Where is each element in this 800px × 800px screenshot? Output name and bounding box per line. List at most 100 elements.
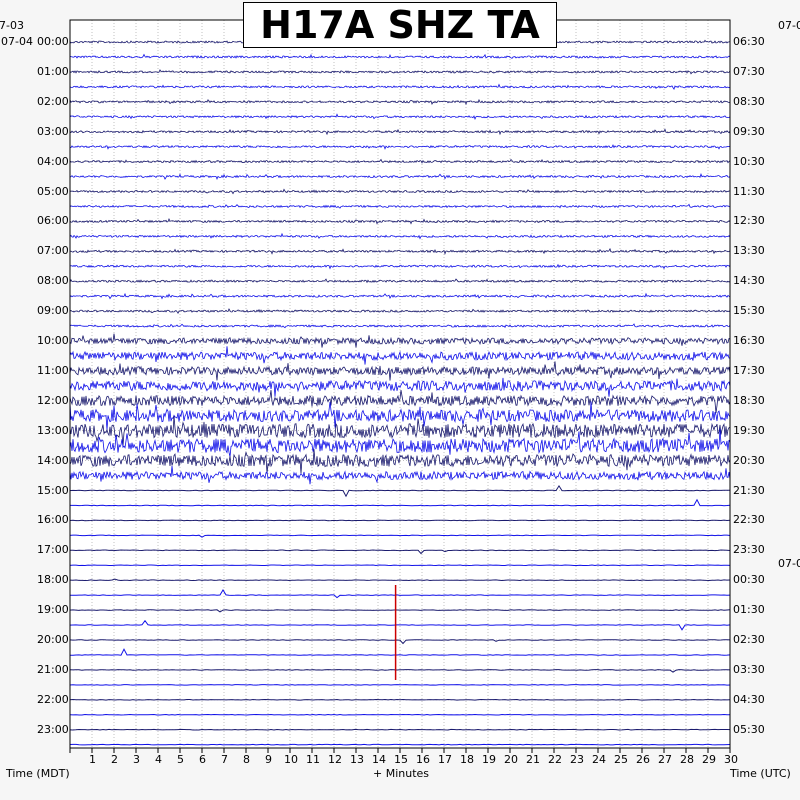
trace-row	[69, 158, 731, 164]
x-label-right: Time (UTC)	[730, 767, 791, 780]
trace-row	[69, 346, 731, 365]
left-date-top: 07-03	[0, 19, 24, 32]
right-hour-label: 21:30	[733, 483, 765, 497]
right-date-top: 07-0	[778, 19, 800, 32]
x-tick-label: 20	[504, 753, 518, 766]
right-hour-label: 08:30	[733, 94, 765, 108]
trace-row	[69, 639, 731, 645]
trace-row	[69, 684, 731, 686]
left-hour-label: 22:00	[37, 692, 69, 706]
trace-row	[69, 728, 731, 731]
trace-row	[69, 292, 731, 300]
left-hour-label: 16:00	[37, 513, 69, 527]
trace-row	[69, 98, 731, 106]
x-tick-label: 23	[570, 753, 584, 766]
x-tick-label: 16	[416, 753, 430, 766]
left-hour-label: 00:00	[37, 35, 69, 48]
x-tick-label: 4	[155, 753, 162, 766]
trace-row	[69, 323, 731, 329]
trace-row	[69, 609, 731, 613]
left-hour-label: 21:00	[37, 662, 69, 676]
x-tick-label: 7	[221, 753, 228, 766]
trace-row	[69, 263, 731, 270]
right-hour-label: 12:30	[733, 214, 765, 228]
trace-row	[69, 278, 731, 284]
x-tick-label: 15	[394, 753, 408, 766]
trace-row	[69, 578, 731, 582]
right-hour-label: 10:30	[733, 154, 765, 168]
trace-row	[69, 390, 731, 414]
x-label-left: Time (MDT)	[6, 767, 70, 780]
x-tick-label: 21	[526, 753, 540, 766]
left-hour-label: 06:00	[37, 214, 69, 228]
x-tick-label: 13	[350, 753, 364, 766]
left-hour-label: 14:00	[37, 453, 69, 467]
x-tick-label: 18	[460, 753, 474, 766]
trace-row	[69, 377, 731, 397]
trace-row	[69, 217, 731, 225]
right-hour-label: 02:30	[733, 633, 765, 646]
trace-row	[69, 698, 731, 701]
x-tick-label: 12	[328, 753, 342, 766]
x-tick-label: 25	[614, 753, 628, 766]
x-tick-label: 19	[482, 753, 496, 766]
x-tick-label: 5	[177, 753, 184, 766]
trace-row	[69, 589, 731, 599]
right-hour-label: 18:30	[733, 393, 765, 407]
trace-row	[70, 648, 731, 656]
trace-row	[69, 564, 731, 567]
trace-row	[69, 743, 731, 746]
right-hour-label: 23:30	[733, 543, 765, 557]
x-tick-label: 28	[680, 753, 694, 766]
trace-row	[69, 549, 731, 555]
trace-row	[69, 53, 731, 59]
trace-row	[69, 713, 730, 716]
right-hour-label: 00:30	[733, 573, 765, 587]
x-tick-label: 8	[243, 753, 250, 766]
right-hour-label: 04:30	[733, 692, 765, 706]
trace-row	[69, 519, 731, 522]
trace-row	[70, 498, 731, 507]
trace-row	[69, 415, 731, 446]
left-hour-label: 17:00	[37, 543, 69, 557]
left-hour-label: 01:00	[37, 64, 69, 78]
left-hour-label: 12:00	[37, 393, 69, 407]
left-hour-label: 02:00	[37, 94, 69, 108]
left-hour-label: 23:00	[37, 722, 69, 736]
left-hour-label: 20:00	[37, 633, 69, 646]
x-tick-label: 17	[438, 753, 452, 766]
right-hour-label: 03:30	[733, 662, 765, 676]
seismic-traces	[69, 38, 731, 746]
left-hour-label: 07:00	[37, 244, 69, 258]
right-hour-label: 06:30	[733, 35, 765, 48]
trace-row	[69, 619, 731, 631]
trace-row	[69, 113, 731, 120]
x-tick-label: 26	[636, 753, 650, 766]
x-tick-label: 9	[265, 753, 272, 766]
left-hour-label: 08:00	[37, 274, 69, 288]
trace-row	[69, 69, 731, 75]
x-tick-label: 2	[111, 753, 118, 766]
left-hour-label: 09:00	[37, 304, 69, 318]
left-hour-label: 05:00	[37, 184, 69, 198]
x-tick-label: 24	[592, 753, 606, 766]
right-hour-label: 07:30	[733, 64, 765, 78]
x-tick-label: 10	[284, 753, 298, 766]
x-axis-ticks	[69, 748, 731, 753]
right-date-mid: 07-0	[778, 557, 800, 570]
right-hour-label: 13:30	[733, 244, 765, 258]
right-hour-label: 09:30	[733, 124, 765, 138]
x-tick-label: 1	[89, 753, 96, 766]
trace-row	[69, 308, 731, 314]
trace-row	[69, 669, 731, 673]
left-hour-label: 15:00	[37, 483, 69, 497]
trace-row	[69, 83, 731, 91]
right-hour-label: 20:30	[733, 453, 765, 467]
x-tick-label: 3	[133, 753, 140, 766]
right-hour-label: 17:30	[733, 363, 765, 377]
trace-row	[69, 188, 731, 195]
left-hour-label: 19:00	[37, 603, 69, 617]
trace-row	[69, 484, 731, 498]
trace-row	[69, 361, 731, 381]
trace-row	[69, 465, 731, 485]
